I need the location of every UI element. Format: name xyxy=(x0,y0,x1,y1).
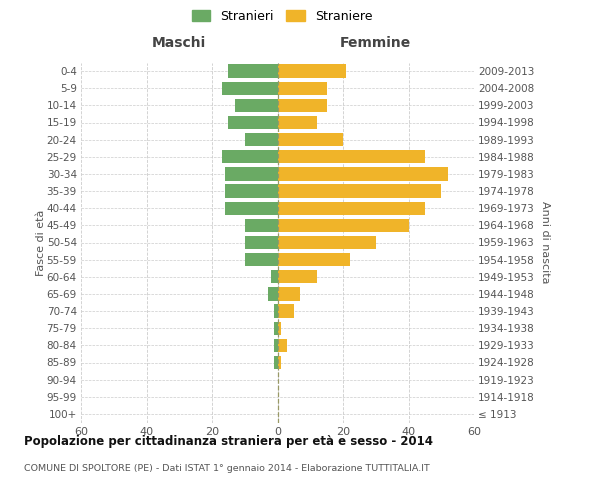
Bar xyxy=(274,338,277,352)
Bar xyxy=(222,82,277,95)
Bar xyxy=(277,253,350,266)
Bar xyxy=(277,270,317,283)
Bar xyxy=(277,133,343,146)
Bar xyxy=(277,82,326,95)
Bar xyxy=(229,64,277,78)
Bar xyxy=(225,184,277,198)
Bar xyxy=(277,236,376,249)
Bar xyxy=(277,98,326,112)
Bar xyxy=(225,202,277,215)
Bar xyxy=(277,322,281,335)
Y-axis label: Anni di nascita: Anni di nascita xyxy=(541,201,550,284)
Text: Femmine: Femmine xyxy=(340,36,412,50)
Bar xyxy=(277,218,409,232)
Bar xyxy=(277,167,448,180)
Bar xyxy=(277,202,425,215)
Bar xyxy=(274,356,277,369)
Bar xyxy=(268,287,277,300)
Bar xyxy=(245,236,277,249)
Bar xyxy=(245,218,277,232)
Bar xyxy=(277,304,294,318)
Bar xyxy=(277,338,287,352)
Bar xyxy=(225,167,277,180)
Bar xyxy=(274,304,277,318)
Bar xyxy=(229,116,277,129)
Text: Maschi: Maschi xyxy=(152,36,206,50)
Text: COMUNE DI SPOLTORE (PE) - Dati ISTAT 1° gennaio 2014 - Elaborazione TUTTITALIA.I: COMUNE DI SPOLTORE (PE) - Dati ISTAT 1° … xyxy=(24,464,430,473)
Bar xyxy=(277,356,281,369)
Bar xyxy=(245,133,277,146)
Bar xyxy=(222,150,277,164)
Bar xyxy=(277,64,346,78)
Bar xyxy=(277,116,317,129)
Y-axis label: Fasce di età: Fasce di età xyxy=(36,210,46,276)
Bar xyxy=(274,322,277,335)
Text: Popolazione per cittadinanza straniera per età e sesso - 2014: Popolazione per cittadinanza straniera p… xyxy=(24,435,433,448)
Bar xyxy=(277,150,425,164)
Legend: Stranieri, Straniere: Stranieri, Straniere xyxy=(188,6,376,26)
Bar xyxy=(271,270,277,283)
Bar xyxy=(277,287,301,300)
Bar xyxy=(277,184,441,198)
Bar xyxy=(245,253,277,266)
Bar xyxy=(235,98,277,112)
